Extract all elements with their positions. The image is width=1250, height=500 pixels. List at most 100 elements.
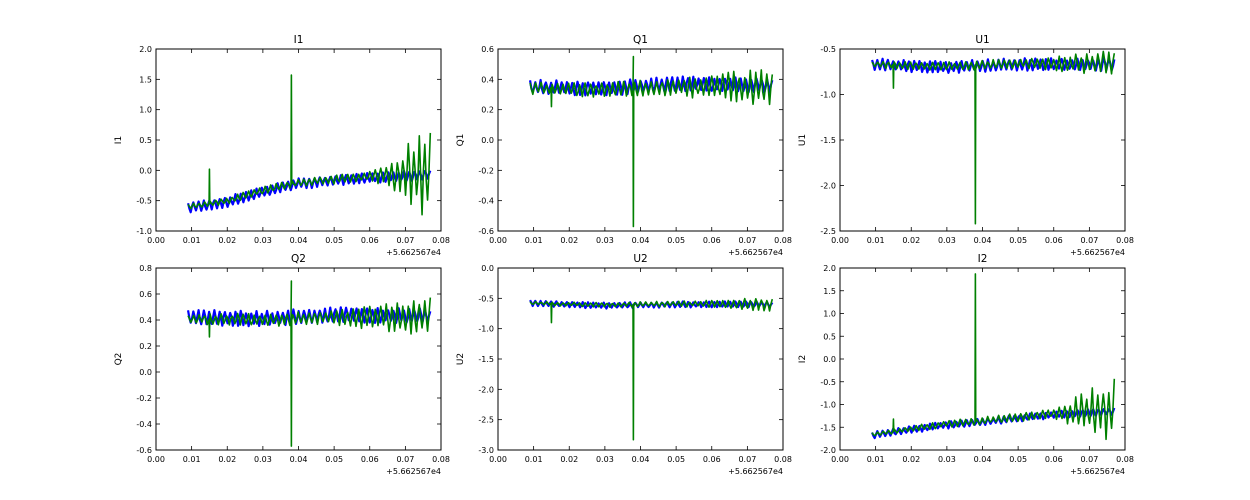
y-tick-label: -0.4 bbox=[136, 420, 152, 429]
y-tick-label: -1.0 bbox=[136, 227, 152, 236]
x-offset-label: +5.662567e4 bbox=[1070, 248, 1125, 257]
subplot-q1: 0.00 0.01 0.02 0.03 0.04 0.05 0.06 0.07 0.08 -0.6… bbox=[456, 34, 792, 257]
x-tick-label: 0.08 bbox=[1116, 455, 1134, 464]
x-tick-label: 0.06 bbox=[361, 236, 379, 245]
y-axis-label: Q2 bbox=[114, 353, 124, 366]
plot-area bbox=[186, 280, 432, 447]
series-line-2 bbox=[871, 50, 1116, 225]
y-tick-label: 2.0 bbox=[823, 264, 836, 273]
y-axis-label: I1 bbox=[114, 136, 124, 144]
x-offset-label: +5.662567e4 bbox=[728, 248, 783, 257]
x-tick-label: 0.04 bbox=[632, 236, 650, 245]
x-tick-label: 0.00 bbox=[831, 236, 849, 245]
y-tick-label: -2.0 bbox=[820, 182, 836, 191]
x-tick-label: 0.05 bbox=[325, 455, 343, 464]
y-tick-label: -3.0 bbox=[478, 446, 494, 455]
x-tick-label: 0.07 bbox=[1080, 236, 1098, 245]
x-tick-label: 0.07 bbox=[738, 455, 756, 464]
x-tick-label: 0.00 bbox=[831, 455, 849, 464]
y-axis-label: Q1 bbox=[456, 134, 466, 147]
x-tick-label: 0.00 bbox=[489, 236, 507, 245]
x-tick-label: 0.04 bbox=[290, 455, 308, 464]
y-tick-label: -2.5 bbox=[820, 227, 836, 236]
x-tick-label: 0.06 bbox=[1045, 236, 1063, 245]
x-tick-label: 0.05 bbox=[1009, 236, 1027, 245]
y-tick-label: 0.2 bbox=[139, 342, 152, 351]
x-tick-label: 0.03 bbox=[596, 236, 614, 245]
y-tick-label: -1.0 bbox=[478, 325, 494, 334]
x-offset-label: +5.662567e4 bbox=[1070, 467, 1125, 476]
plot-area bbox=[528, 55, 774, 228]
subplot-title: I2 bbox=[978, 253, 988, 265]
x-tick-label: 0.06 bbox=[361, 455, 379, 464]
y-tick-label: 0.5 bbox=[139, 136, 152, 145]
subplot-title: U2 bbox=[633, 253, 647, 265]
y-tick-label: -0.4 bbox=[478, 197, 494, 206]
x-tick-label: 0.02 bbox=[218, 455, 236, 464]
y-tick-label: 1.0 bbox=[823, 310, 836, 319]
y-tick-label: 0.6 bbox=[481, 45, 494, 54]
y-tick-label: -0.5 bbox=[820, 378, 836, 387]
subplot-title: Q1 bbox=[633, 34, 648, 46]
subplot-u2: 0.00 0.01 0.02 0.03 0.04 0.05 0.06 0.07 0.08 -3.0… bbox=[456, 253, 792, 476]
x-tick-label: 0.00 bbox=[489, 455, 507, 464]
x-tick-label: 0.02 bbox=[560, 236, 578, 245]
axes-frame bbox=[839, 267, 1126, 451]
x-tick-label: 0.00 bbox=[147, 236, 165, 245]
plot-area bbox=[871, 273, 1116, 441]
x-tick-label: 0.04 bbox=[290, 236, 308, 245]
x-tick-label: 0.05 bbox=[667, 455, 685, 464]
x-tick-label: 0.03 bbox=[596, 455, 614, 464]
x-tick-label: 0.02 bbox=[902, 455, 920, 464]
subplot-title: U1 bbox=[975, 34, 989, 46]
x-tick-label: 0.02 bbox=[902, 236, 920, 245]
x-offset-label: +5.662567e4 bbox=[728, 467, 783, 476]
x-tick-label: 0.01 bbox=[867, 455, 885, 464]
y-tick-label: 0.8 bbox=[139, 264, 152, 273]
x-tick-label: 0.06 bbox=[1045, 455, 1063, 464]
subplot-title: Q2 bbox=[291, 253, 306, 265]
series-line-2 bbox=[871, 273, 1116, 441]
x-tick-label: 0.05 bbox=[325, 236, 343, 245]
x-tick-label: 0.07 bbox=[1080, 455, 1098, 464]
x-tick-label: 0.08 bbox=[774, 455, 792, 464]
y-tick-label: 2.0 bbox=[139, 45, 152, 54]
x-tick-label: 0.01 bbox=[867, 236, 885, 245]
y-tick-label: 0.5 bbox=[823, 332, 836, 341]
y-axis-label: U1 bbox=[798, 134, 808, 146]
subplot-q2: 0.00 0.01 0.02 0.03 0.04 0.05 0.06 0.07 0.08 -0.6… bbox=[114, 253, 450, 476]
y-tick-label: 0.4 bbox=[139, 316, 152, 325]
y-tick-label: -0.2 bbox=[136, 394, 152, 403]
series-line-2 bbox=[187, 74, 432, 216]
x-tick-label: 0.04 bbox=[632, 455, 650, 464]
x-tick-label: 0.01 bbox=[525, 455, 543, 464]
y-tick-label: 1.0 bbox=[139, 106, 152, 115]
y-tick-label: -1.5 bbox=[478, 355, 494, 364]
y-tick-label: 1.5 bbox=[139, 75, 152, 84]
y-tick-label: 0.0 bbox=[139, 368, 152, 377]
series-line-2 bbox=[529, 297, 774, 441]
x-tick-label: 0.03 bbox=[254, 455, 272, 464]
x-tick-label: 0.06 bbox=[703, 455, 721, 464]
series-line-2 bbox=[529, 55, 774, 228]
x-offset-label: +5.662567e4 bbox=[386, 248, 441, 257]
y-tick-label: 0.0 bbox=[481, 264, 494, 273]
plot-area bbox=[871, 50, 1116, 225]
subplot-i1: 0.00 0.01 0.02 0.03 0.04 0.05 0.06 0.07 0.08 -1.0… bbox=[114, 34, 450, 257]
x-tick-label: 0.07 bbox=[396, 455, 414, 464]
y-tick-label: -2.5 bbox=[478, 416, 494, 425]
axes-frame bbox=[155, 267, 442, 451]
x-tick-label: 0.08 bbox=[774, 236, 792, 245]
y-tick-label: 0.2 bbox=[481, 106, 494, 115]
y-tick-label: 0.4 bbox=[481, 75, 494, 84]
x-tick-label: 0.02 bbox=[218, 236, 236, 245]
y-tick-label: 0.0 bbox=[139, 166, 152, 175]
x-tick-label: 0.08 bbox=[1116, 236, 1134, 245]
x-tick-label: 0.00 bbox=[147, 455, 165, 464]
x-tick-label: 0.05 bbox=[1009, 455, 1027, 464]
series-line-1 bbox=[186, 169, 432, 214]
x-tick-label: 0.04 bbox=[974, 236, 992, 245]
subplot-title: I1 bbox=[294, 34, 304, 46]
series-line-2 bbox=[187, 280, 432, 447]
